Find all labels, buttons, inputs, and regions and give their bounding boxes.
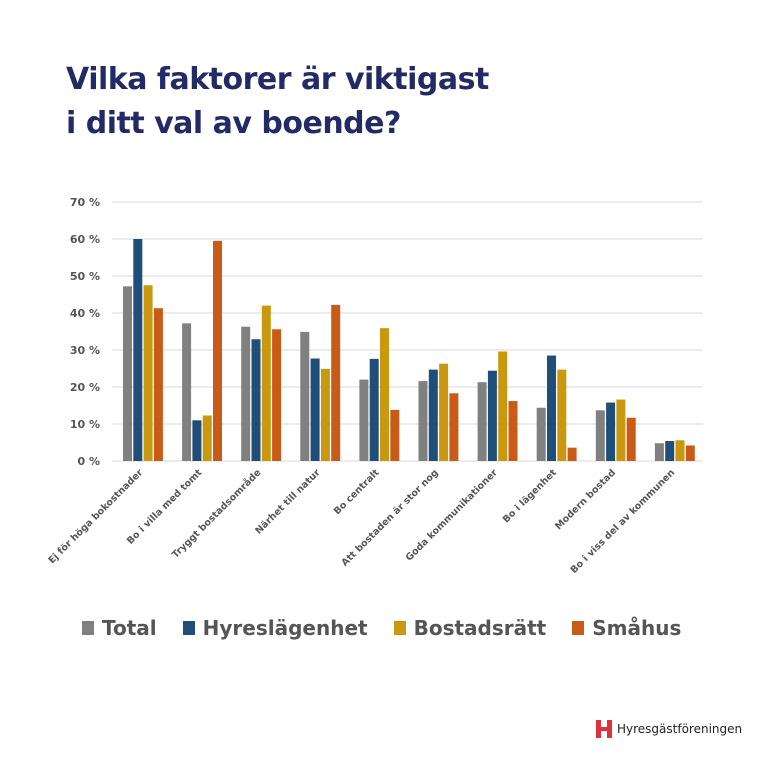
bar (557, 369, 567, 461)
bar (418, 381, 428, 461)
bar (547, 355, 556, 461)
title-line-2: i ditt val av boende? (66, 106, 401, 141)
bar (202, 415, 212, 461)
y-tick-label: 70 % (70, 196, 100, 209)
bar (241, 326, 251, 461)
bar (251, 339, 261, 461)
bar (390, 409, 400, 461)
x-tick-label: Att bostaden är stor nog (339, 467, 440, 568)
bar (606, 402, 616, 461)
y-tick-label: 30 % (70, 344, 100, 357)
title-line-1: Vilka faktorer är viktigast (66, 62, 489, 97)
bar (192, 420, 202, 461)
y-tick-label: 0 % (77, 455, 100, 468)
bar (477, 382, 487, 461)
legend: Total Hyreslägenhet Bostadsrätt Småhus (82, 616, 681, 640)
bar (123, 286, 132, 461)
bar (428, 369, 438, 461)
legend-swatch (393, 621, 406, 635)
bar (498, 351, 508, 461)
bar (380, 328, 389, 461)
bar (153, 308, 163, 461)
logo-h-icon (596, 720, 612, 738)
bar (133, 239, 143, 461)
bar (320, 368, 330, 461)
bar (595, 410, 605, 461)
y-tick-label: 40 % (70, 307, 100, 320)
legend-swatch (182, 621, 195, 635)
bar (359, 379, 369, 461)
legend-swatch (572, 621, 585, 635)
bar (300, 331, 310, 461)
bar (654, 443, 664, 461)
legend-item-total: Total (82, 616, 157, 640)
y-tick-label: 50 % (70, 270, 100, 283)
bar (213, 240, 222, 461)
x-tick-label: Ej för höga bokostnader (46, 467, 145, 566)
bar (449, 393, 459, 461)
x-tick-label: Modern bostad (553, 467, 618, 532)
legend-item-hyreslagenhet: Hyreslägenhet (182, 616, 368, 640)
x-tick-label: Bo centralt (332, 467, 382, 517)
bar (508, 401, 518, 461)
y-tick-label: 20 % (70, 381, 100, 394)
bar (685, 445, 695, 461)
y-tick-label: 10 % (70, 418, 100, 431)
legend-item-smahus: Småhus (572, 616, 681, 640)
bar (272, 329, 282, 461)
brand-name: Hyresgästföreningen (617, 722, 743, 736)
bar (487, 370, 497, 461)
bar (143, 285, 153, 461)
x-tick-label: Bo i viss del av kommunen (569, 467, 678, 576)
brand-logo: Hyresgästföreningen (596, 720, 742, 738)
bar (567, 447, 577, 461)
legend-swatch (82, 621, 94, 635)
bar (182, 323, 192, 461)
bar (536, 407, 546, 461)
bar (675, 440, 685, 461)
legend-item-bostadsratt: Bostadsrätt (393, 616, 546, 640)
y-tick-label: 60 % (70, 233, 100, 246)
bar (616, 399, 626, 461)
x-tick-label: Närhet till natur (253, 467, 322, 536)
bar (439, 363, 449, 461)
bar (369, 358, 379, 461)
bar (261, 305, 271, 461)
page-title: Vilka faktorer är viktigast i ditt val a… (66, 58, 489, 146)
bar (665, 441, 675, 461)
bar (310, 358, 320, 461)
x-tick-label: Bo i lägenhet (501, 467, 559, 525)
bar (626, 417, 636, 461)
bar (331, 304, 341, 461)
